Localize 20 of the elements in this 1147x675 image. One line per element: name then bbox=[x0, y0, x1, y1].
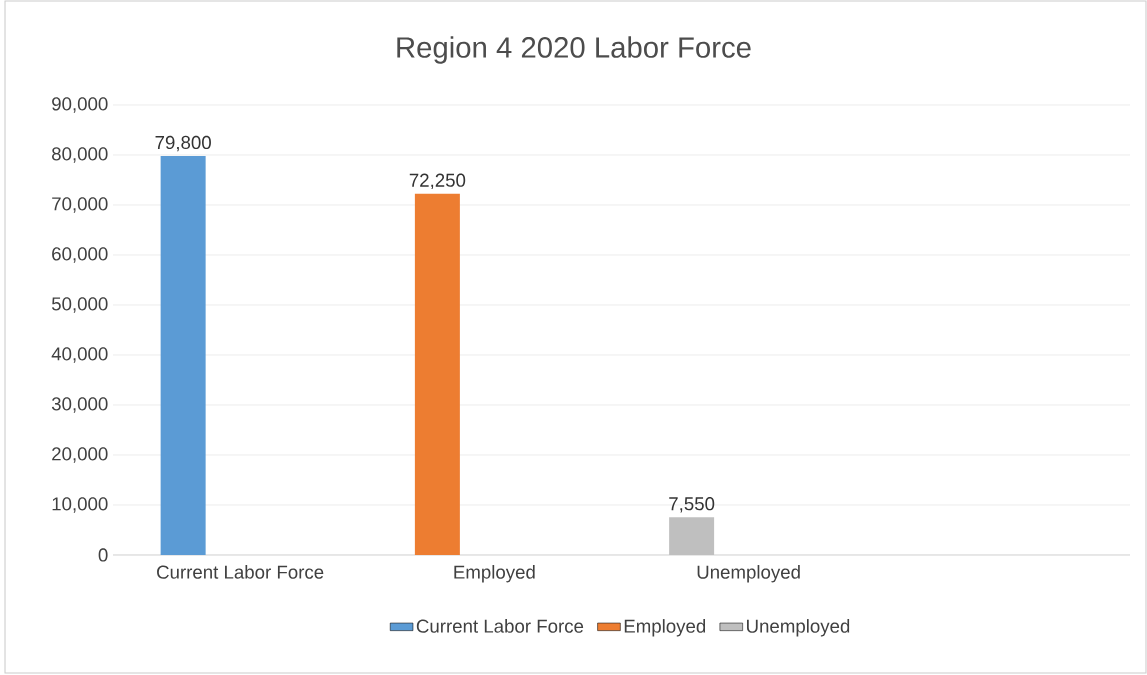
y-tick-label: 80,000 bbox=[52, 147, 108, 163]
y-tick-label: 20,000 bbox=[52, 447, 108, 463]
data-label: 79,800 bbox=[155, 135, 211, 152]
x-tick-label: Unemployed bbox=[697, 565, 800, 583]
legend-label: Employed bbox=[624, 619, 706, 637]
y-tick-label: 10,000 bbox=[52, 497, 108, 513]
data-label: 72,250 bbox=[409, 173, 466, 190]
y-tick-label: 90,000 bbox=[52, 97, 108, 113]
y-tick-label: 30,000 bbox=[51, 397, 108, 413]
y-tick-label: 60,000 bbox=[52, 247, 108, 263]
data-label: 7,550 bbox=[669, 497, 715, 513]
y-tick-label: 0 bbox=[98, 548, 108, 562]
legend-label: Unemployed bbox=[747, 619, 850, 637]
x-tick-label: Employed bbox=[454, 565, 535, 583]
y-tick-label: 40,000 bbox=[51, 347, 108, 363]
x-tick-label: Current Labor Force bbox=[157, 565, 324, 579]
y-tick-label: 70,000 bbox=[52, 197, 108, 213]
chart-title: Region 4 2020 Labor Force bbox=[397, 36, 751, 64]
y-tick-label: 50,000 bbox=[51, 297, 108, 313]
legend-label: Current Labor Force bbox=[416, 619, 584, 633]
